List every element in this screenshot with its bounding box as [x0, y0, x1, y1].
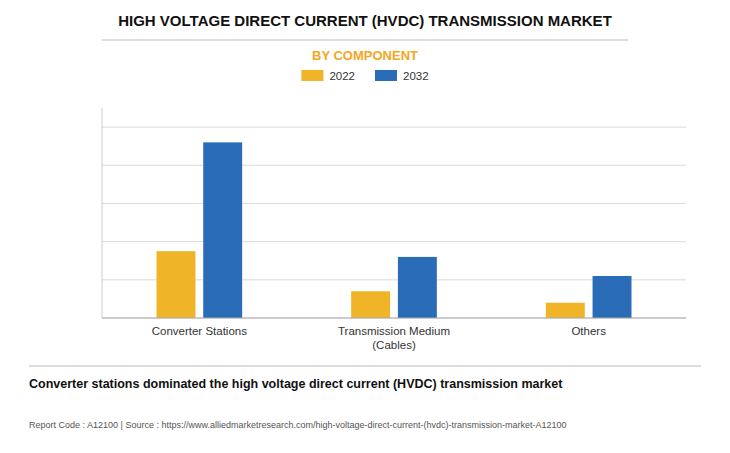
grid — [102, 127, 686, 318]
bar — [398, 257, 437, 318]
bar — [546, 303, 585, 318]
x-tick-label-line: Others — [571, 325, 606, 337]
legend-label: 2022 — [329, 70, 355, 82]
legend-item: 2032 — [375, 70, 429, 82]
background — [0, 0, 730, 453]
title-separator — [102, 40, 628, 41]
bar — [157, 251, 196, 318]
legend: 2022 2032 — [301, 70, 428, 82]
x-tick-label: Converter Stations — [152, 325, 247, 337]
grid-line — [102, 318, 686, 319]
bar — [593, 276, 632, 318]
x-tick-label-line: (Cables) — [372, 339, 416, 351]
legend-label: 2032 — [403, 70, 429, 82]
grid-line — [102, 241, 686, 242]
footer-separator — [29, 366, 701, 367]
grid-line — [102, 203, 686, 204]
x-tick-label: Others — [571, 325, 606, 337]
x-tick-label: Transmission Medium (Cables) — [338, 325, 450, 351]
x-tick-label-line: Converter Stations — [152, 325, 247, 337]
grid-line — [102, 165, 686, 166]
bar — [203, 142, 242, 318]
subtitle: BY COMPONENT — [312, 48, 418, 63]
chart: HIGH VOLTAGE DIRECT CURRENT (HVDC) TRANS… — [0, 0, 730, 453]
x-axis-line — [102, 318, 686, 319]
title: HIGH VOLTAGE DIRECT CURRENT (HVDC) TRANS… — [118, 12, 612, 29]
bar — [351, 291, 390, 318]
legend-item: 2022 — [301, 70, 355, 82]
report-code: Report Code : A12100 | Source : https://… — [29, 420, 567, 430]
legend-swatch — [375, 70, 397, 81]
x-tick-label-line: Transmission Medium — [338, 325, 450, 337]
footer-text: Converter stations dominated the high vo… — [29, 377, 563, 391]
y-axis-line — [102, 108, 103, 318]
grid-line — [102, 127, 686, 128]
legend-swatch — [301, 70, 323, 81]
